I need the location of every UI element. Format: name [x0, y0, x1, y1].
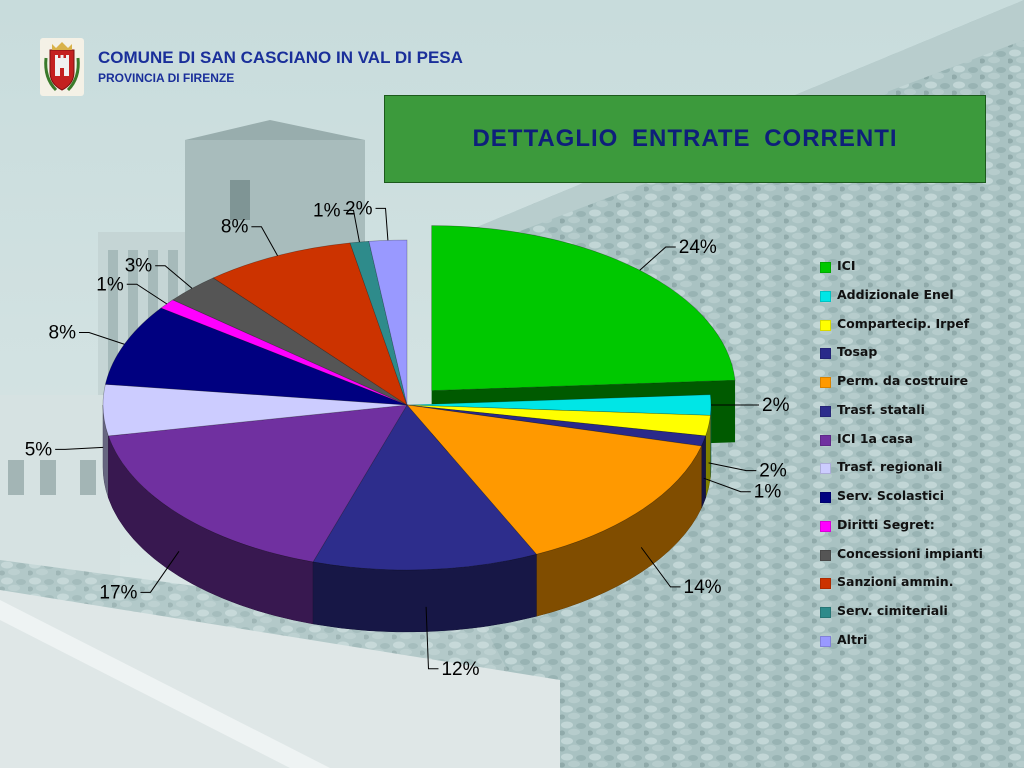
- legend-swatch: [820, 405, 831, 417]
- pie-labels: 24%2%2%1%14%12%17%5%8%1%3%8%1% 2%: [25, 198, 790, 679]
- legend-swatch: [820, 492, 831, 503]
- leader-line: [375, 207, 389, 241]
- legend-swatch: [820, 319, 831, 331]
- leader-line: [640, 547, 681, 588]
- legend-label: Diritti Segret:: [837, 516, 935, 532]
- pie-slice-trasf-regionali: [102, 384, 408, 437]
- legend-item: Trasf. regionali: [820, 459, 1020, 488]
- data-label: 1%: [313, 200, 341, 221]
- pie-side-tosap: [701, 435, 706, 509]
- legend-label: Trasf. regionali: [837, 459, 943, 475]
- legend-swatch: [820, 635, 831, 647]
- data-label: 14%: [684, 577, 722, 598]
- chart-title: DETTAGLIO ENTRATE CORRENTI: [472, 125, 898, 152]
- pie-slice-sanzioni-ammin-: [212, 242, 408, 406]
- legend-swatch: [820, 607, 831, 618]
- legend-label: Addizionale Enel: [837, 286, 954, 302]
- pie-slice-serv-cimiteriali: [349, 240, 408, 406]
- legend-swatch: [820, 434, 831, 446]
- legend-swatch: [820, 578, 831, 590]
- data-label: 3%: [125, 256, 153, 277]
- leader-line: [639, 246, 676, 271]
- legend-label: Serv. cimiteriali: [837, 603, 948, 618]
- legend-item: Tosap: [820, 344, 1020, 373]
- data-label: 8%: [221, 217, 249, 238]
- legend-item: Serv. cimiteriali: [820, 603, 1020, 632]
- data-label: 2%: [762, 395, 790, 416]
- pie-top: [102, 225, 736, 571]
- legend-item: Addizionale Enel: [820, 287, 1020, 316]
- pie-slice-tosap: [406, 404, 707, 447]
- legend-swatch: [820, 520, 831, 532]
- legend-swatch: [820, 377, 831, 388]
- leader-line: [79, 331, 125, 345]
- legend-item: Sanzioni ammin.: [820, 574, 1020, 603]
- leader-line: [155, 265, 193, 289]
- legend-swatch: [820, 290, 831, 302]
- pie-slice-serv-scolastici: [105, 307, 408, 406]
- data-label: 17%: [99, 582, 137, 603]
- province-name: PROVINCIA DI FIRENZE: [98, 71, 235, 85]
- leader-line: [55, 446, 104, 450]
- coat-of-arms-logo: [40, 38, 84, 96]
- leader-line: [140, 551, 180, 593]
- legend-item: Concessioni impianti: [820, 546, 1020, 575]
- data-label: 8%: [49, 322, 77, 343]
- data-label: 5%: [25, 439, 53, 460]
- legend-item: Diritti Segret:: [820, 517, 1020, 546]
- legend-swatch: [820, 262, 831, 273]
- header: COMUNE DI SAN CASCIANO IN VAL DI PESA PR…: [40, 38, 560, 98]
- legend-swatch: [820, 463, 831, 475]
- legend-item: Serv. Scolastici: [820, 488, 1020, 517]
- leader-line: [425, 606, 439, 670]
- legend-item: Compartecip. Irpef: [820, 316, 1020, 345]
- legend-item: ICI 1a casa: [820, 431, 1020, 460]
- data-label: 12%: [441, 659, 479, 680]
- data-label: 2%: [759, 461, 787, 482]
- legend-label: Compartecip. Irpef: [837, 315, 970, 331]
- legend-label: Trasf. statali: [837, 401, 925, 417]
- leader-line: [126, 283, 168, 305]
- legend-label: Altri: [837, 631, 868, 647]
- legend-label: Sanzioni ammin.: [837, 574, 954, 590]
- municipality-name: COMUNE DI SAN CASCIANO IN VAL DI PESA: [98, 48, 463, 67]
- legend-label: ICI 1a casa: [837, 430, 914, 446]
- pie-slice-trasf-statali: [312, 404, 537, 571]
- legend-item: Trasf. statali: [820, 402, 1020, 431]
- leader-line: [251, 226, 278, 256]
- legend-swatch: [820, 549, 831, 561]
- data-label: 1%: [96, 274, 124, 295]
- data-label: 1%: [754, 482, 782, 503]
- pie-slice-ici-1a-casa: [107, 404, 408, 563]
- data-label: 2%: [345, 198, 373, 219]
- legend-label: Perm. da costruire: [837, 373, 969, 388]
- legend-swatch: [820, 348, 831, 360]
- legend-label: Serv. Scolastici: [837, 488, 944, 503]
- legend-item: Perm. da costruire: [820, 373, 1020, 402]
- chart-legend: ICI Addizionale Enel Compartecip. Irpef Tos…: [820, 258, 1020, 661]
- pie-slice-compartecip-irpef: [406, 404, 711, 437]
- leader-line: [703, 477, 751, 493]
- leader-line: [343, 209, 360, 243]
- legend-item: Altri: [820, 632, 1020, 661]
- chart-title-box: DETTAGLIO ENTRATE CORRENTI: [384, 95, 986, 183]
- data-label: 24%: [679, 237, 717, 258]
- legend-item: ICI: [820, 258, 1020, 287]
- legend-label: Tosap: [837, 344, 878, 360]
- leader-line: [708, 462, 757, 472]
- legend-label: ICI: [837, 258, 856, 273]
- pie-slice-perm-da-costruire: [406, 404, 702, 555]
- pie-slice-addizionale-enel: [406, 394, 712, 416]
- legend-label: Concessioni impianti: [837, 545, 983, 561]
